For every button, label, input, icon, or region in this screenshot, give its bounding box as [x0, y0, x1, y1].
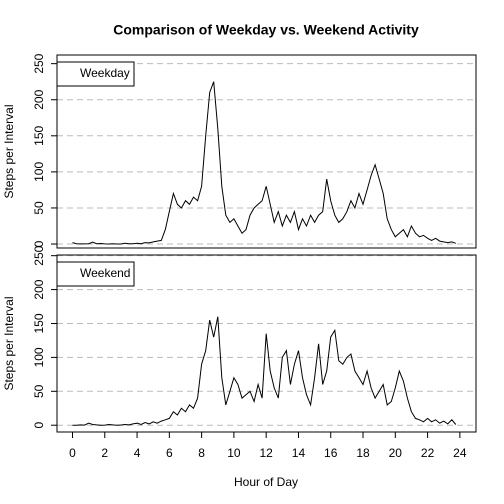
y-axis-label: Steps per Interval — [2, 104, 16, 198]
x-tick-label: 6 — [166, 446, 173, 460]
y-tick-label: 50 — [32, 201, 46, 215]
y-tick-label: 0 — [32, 240, 46, 247]
y-tick-label: 250 — [32, 53, 46, 73]
x-tick-label: 14 — [292, 446, 306, 460]
legend-label: Weekend — [80, 266, 130, 280]
x-tick-label: 8 — [198, 446, 205, 460]
x-axis-label: Hour of Day — [234, 475, 298, 489]
x-tick-label: 20 — [389, 446, 403, 460]
x-tick-label: 2 — [101, 446, 108, 460]
y-axis-label: Steps per Interval — [2, 296, 16, 390]
y-tick-label: 200 — [32, 89, 46, 109]
y-tick-label: 0 — [32, 422, 46, 429]
x-tick-label: 18 — [356, 446, 370, 460]
x-tick-label: 0 — [69, 446, 76, 460]
y-tick-label: 100 — [32, 347, 46, 367]
x-tick-label: 12 — [259, 446, 273, 460]
x-tick-label: 24 — [453, 446, 467, 460]
plot-frame — [56, 254, 477, 433]
x-tick-label: 10 — [227, 446, 241, 460]
chart-title: Comparison of Weekday vs. Weekend Activi… — [113, 22, 419, 38]
plot-frame — [56, 54, 477, 249]
y-tick-label: 200 — [32, 279, 46, 299]
legend-label: Weekday — [80, 66, 130, 80]
y-tick-label: 100 — [32, 162, 46, 182]
legend-box — [56, 261, 135, 287]
y-tick-label: 150 — [32, 313, 46, 333]
y-tick-label: 250 — [32, 245, 46, 265]
y-tick-label: 150 — [32, 125, 46, 145]
x-tick-label: 4 — [134, 446, 141, 460]
x-tick-label: 16 — [324, 446, 338, 460]
y-tick-label: 50 — [32, 384, 46, 398]
data-line — [72, 316, 457, 426]
data-line — [72, 81, 456, 245]
legend-box — [56, 61, 135, 87]
x-tick-label: 22 — [421, 446, 435, 460]
